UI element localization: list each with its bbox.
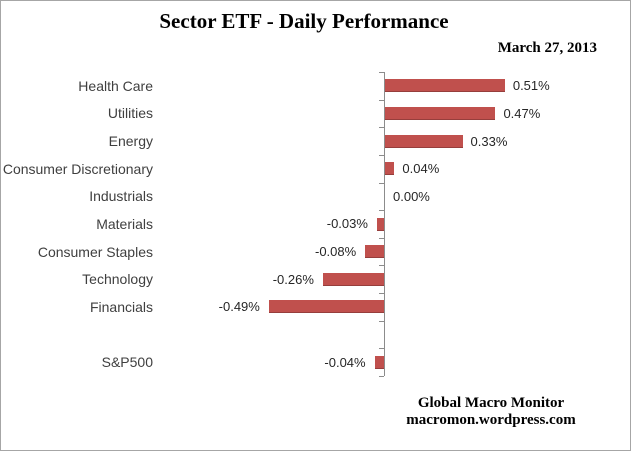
category-label: Consumer Staples	[37, 243, 153, 260]
axis-tick	[379, 127, 384, 128]
bar	[365, 245, 384, 259]
value-label: -0.04%	[324, 354, 366, 370]
bar	[374, 355, 384, 369]
category-label: Energy	[108, 133, 153, 150]
axis-tick	[379, 348, 384, 349]
value-label: 0.33%	[470, 133, 508, 149]
footer-url: macromon.wordpress.com	[406, 412, 576, 428]
chart-date: March 27, 2013	[497, 40, 597, 56]
y-axis-line	[384, 72, 385, 376]
axis-tick	[379, 72, 384, 73]
axis-tick	[379, 238, 384, 239]
category-label: Health Care	[78, 77, 153, 94]
category-label: Industrials	[89, 188, 153, 205]
value-label: -0.26%	[272, 271, 314, 287]
axis-tick	[379, 293, 384, 294]
value-label: 0.04%	[402, 161, 440, 177]
value-label: 0.47%	[503, 105, 541, 121]
category-label: Materials	[96, 215, 153, 232]
axis-tick	[379, 210, 384, 211]
category-label: Utilities	[107, 105, 153, 122]
value-label: 0.00%	[393, 188, 430, 204]
value-label: -0.49%	[218, 299, 260, 315]
category-label: Consumer Discretionary	[2, 160, 153, 177]
footer-source: Global Macro Monitor	[417, 395, 565, 411]
footer: Global Macro Monitor macromon.wordpress.…	[339, 395, 630, 429]
category-label: Technology	[82, 271, 153, 288]
bar	[385, 162, 395, 176]
axis-tick	[379, 183, 384, 184]
axis-tick	[379, 100, 384, 101]
category-label: Financials	[89, 298, 153, 315]
bar	[376, 217, 384, 231]
value-label: 0.51%	[512, 78, 550, 94]
value-label: -0.08%	[315, 244, 357, 260]
axis-tick	[379, 155, 384, 156]
category-label: S&P500	[101, 354, 153, 371]
bar	[385, 106, 496, 120]
axis-tick	[379, 321, 384, 322]
bar	[322, 272, 384, 286]
value-label: -0.03%	[326, 216, 368, 232]
axis-tick	[379, 376, 384, 377]
chart-title: Sector ETF - Daily Performance	[159, 9, 449, 33]
bar	[268, 300, 384, 314]
bar	[385, 134, 463, 148]
bar	[385, 79, 505, 93]
axis-tick	[379, 265, 384, 266]
